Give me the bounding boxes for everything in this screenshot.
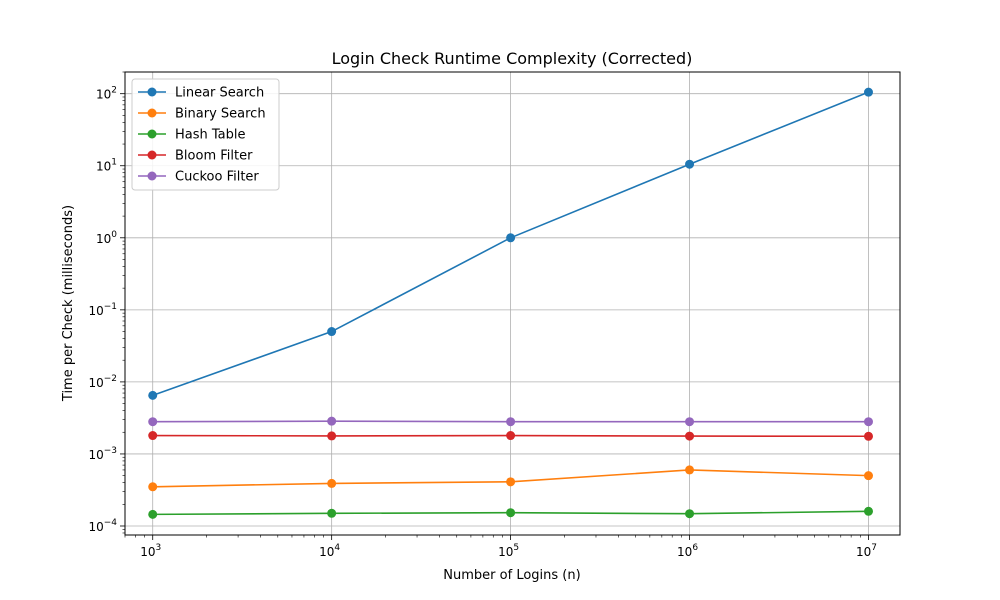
y-tick-label-base: 10 [88, 448, 103, 462]
data-point-linear-search [148, 390, 158, 400]
y-tick-label-base: 10 [88, 304, 103, 318]
x-tick-label-base: 10 [498, 545, 513, 559]
legend-label-bloom-filter: Bloom Filter [175, 149, 253, 164]
data-point-binary-search [327, 478, 337, 488]
data-point-cuckoo-filter [148, 417, 158, 427]
data-point-hash-table [327, 508, 337, 518]
x-tick-label: 103 [140, 543, 161, 559]
x-tick-label-exponent: 6 [692, 543, 698, 553]
legend-label-hash-table: Hash Table [175, 128, 246, 143]
x-tick-label: 106 [677, 543, 698, 559]
data-point-binary-search [506, 477, 516, 487]
y-tick-label-exponent: −1 [104, 302, 117, 312]
data-point-cuckoo-filter [685, 417, 695, 427]
y-tick-label-exponent: −2 [104, 374, 117, 384]
legend-swatch-marker-bloom-filter [147, 150, 157, 160]
chart-title: Login Check Runtime Complexity (Correcte… [332, 49, 693, 68]
y-tick-label-exponent: 0 [111, 230, 117, 240]
data-point-linear-search [863, 87, 873, 97]
y-tick-label-base: 10 [96, 88, 111, 102]
series-cuckoo-filter [148, 416, 873, 427]
plot-area-frame [124, 71, 901, 536]
x-tick-label-base: 10 [677, 545, 692, 559]
legend-label-cuckoo-filter: Cuckoo Filter [175, 170, 259, 185]
y-tick-label-exponent: 1 [111, 158, 117, 168]
x-tick-label-base: 10 [140, 545, 155, 559]
legend-swatch-marker-binary-search [147, 108, 157, 118]
x-tick-label: 105 [498, 543, 519, 559]
data-point-cuckoo-filter [506, 417, 516, 427]
data-point-cuckoo-filter [863, 417, 873, 427]
y-tick-label: 10−1 [88, 302, 117, 318]
legend-label-linear-search: Linear Search [175, 86, 264, 101]
y-tick-label-exponent: −4 [104, 518, 118, 528]
data-point-linear-search [327, 327, 337, 337]
legend-swatch-marker-cuckoo-filter [147, 171, 157, 181]
data-point-linear-search [506, 233, 516, 243]
x-tick-label-base: 10 [856, 545, 871, 559]
x-tick-label-exponent: 7 [871, 543, 877, 553]
data-point-hash-table [506, 508, 516, 518]
y-tick-label-base: 10 [88, 520, 103, 534]
data-point-bloom-filter [506, 431, 516, 441]
data-point-hash-table [148, 509, 158, 519]
y-tick-label-base: 10 [88, 376, 103, 390]
data-point-hash-table [685, 509, 695, 519]
y-tick-label: 10−2 [88, 374, 117, 390]
data-point-bloom-filter [685, 431, 695, 441]
data-point-binary-search [863, 471, 873, 481]
series-binary-search [148, 465, 873, 492]
series-hash-table [148, 506, 873, 519]
x-tick-label-base: 10 [319, 545, 334, 559]
data-point-binary-search [148, 482, 158, 492]
y-tick-label: 100 [96, 230, 117, 246]
legend-swatch-marker-hash-table [147, 129, 157, 139]
y-axis-label: Time per Check (milliseconds) [61, 205, 76, 402]
data-point-cuckoo-filter [327, 416, 337, 426]
data-point-binary-search [685, 465, 695, 475]
series-linear-search [148, 87, 873, 400]
x-tick-label-exponent: 5 [513, 543, 519, 553]
legend: Linear Search Binary Search Hash Table Bloo… [131, 78, 280, 191]
data-point-hash-table [863, 506, 873, 516]
y-tick-label: 10−3 [88, 446, 117, 462]
legend-box [131, 78, 280, 191]
x-tick-label: 107 [856, 543, 877, 559]
y-tick-label: 101 [96, 158, 117, 174]
data-point-linear-search [685, 159, 695, 169]
y-tick-label-exponent: −3 [104, 446, 117, 456]
data-point-bloom-filter [863, 431, 873, 441]
y-tick-label: 102 [96, 86, 117, 102]
y-tick-label-exponent: 2 [111, 86, 117, 96]
data-point-bloom-filter [327, 431, 337, 441]
legend-label-binary-search: Binary Search [175, 107, 266, 122]
y-tick-label-base: 10 [96, 232, 111, 246]
x-tick-label: 104 [319, 543, 340, 559]
x-axis-label: Number of Logins (n) [443, 568, 580, 583]
y-tick-label-base: 10 [96, 160, 111, 174]
x-tick-label-exponent: 3 [155, 543, 161, 553]
data-point-bloom-filter [148, 431, 158, 441]
x-tick-label-exponent: 4 [334, 543, 340, 553]
legend-swatch-marker-linear-search [147, 87, 157, 97]
y-tick-label: 10−4 [88, 518, 117, 534]
plot-series [148, 87, 873, 519]
series-bloom-filter [148, 431, 873, 441]
